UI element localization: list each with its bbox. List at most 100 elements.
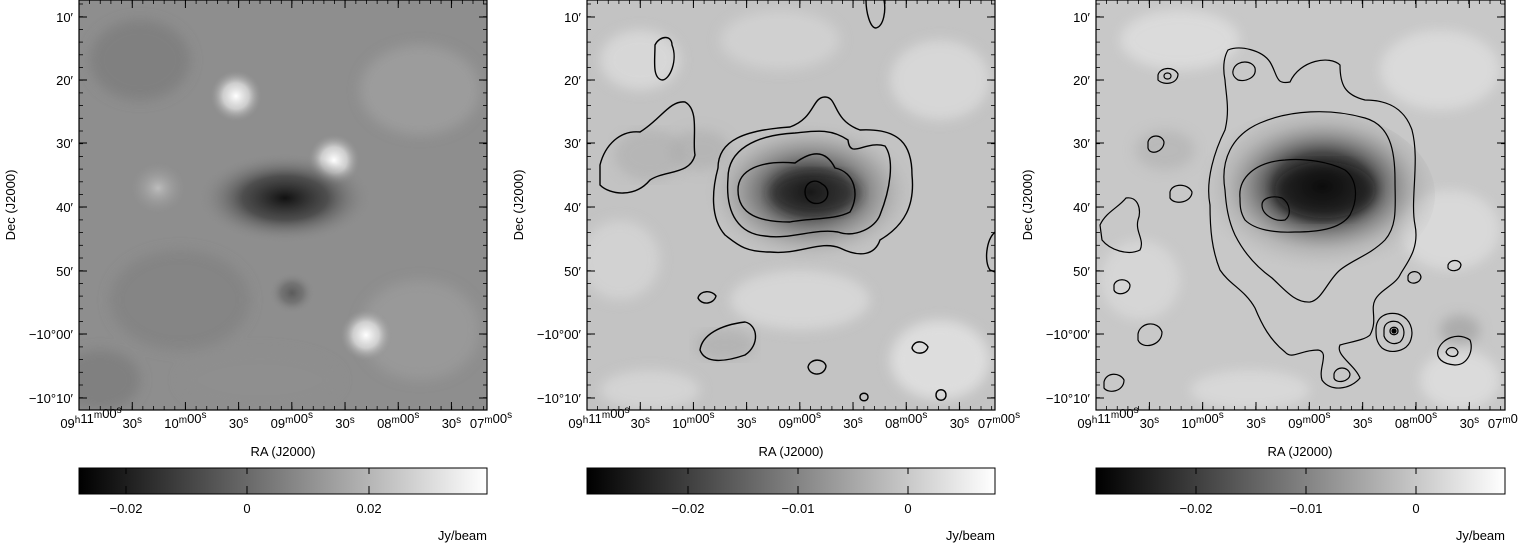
ra-tick-label: 09h11m00s <box>568 405 629 431</box>
panel-a-dec-ticks: 10′ 20′ 30′ 40′ 50′ −10°00′ −10°10′ <box>29 3 487 406</box>
panel-c-dec-ticks: 10′ 20′ 30′ 40′ 50′ −10°00′ −10°10′ <box>1046 3 1505 406</box>
dec-tick-label: −10°00′ <box>537 327 582 342</box>
ra-tick-label: 08m00s <box>1395 410 1437 431</box>
sz-core-c <box>1275 162 1375 218</box>
sz-core-b <box>770 171 860 215</box>
colorbar-tick-label: 0 <box>904 501 911 516</box>
contour-c-src9-in <box>1445 346 1459 358</box>
contour-c-src10 <box>1333 367 1351 383</box>
panel-b-frame <box>586 0 996 411</box>
ra-tick-label: 30s <box>950 415 969 431</box>
ra-tick-label: 30s <box>1460 415 1479 431</box>
ra-tick-label: 30s <box>442 415 461 431</box>
contour-c-src3 <box>1169 184 1193 203</box>
contour-mid-c <box>1223 111 1396 303</box>
ra-tick-label: 07m00s <box>1488 410 1518 431</box>
dec-tick-label: 40′ <box>564 200 581 215</box>
colorbar-tick-label: 0 <box>243 501 250 516</box>
panel-a-colorbar-unit: Jy/beam <box>438 528 487 543</box>
contour-c-src9 <box>1437 335 1472 366</box>
bright-source-3 <box>340 309 392 361</box>
panel-a-image <box>79 0 487 410</box>
dec-tick-label: 20′ <box>564 73 581 88</box>
panel-b-colorbar-unit: Jy/beam <box>946 528 995 543</box>
ra-tick-label: 30s <box>1353 415 1372 431</box>
dec-tick-label: 50′ <box>1073 264 1090 279</box>
contour-c-src4 <box>1113 279 1131 295</box>
dec-tick-label: 10′ <box>56 10 73 25</box>
contour-c-src1-in <box>1163 72 1172 80</box>
panel-a-dec-axis-label: Dec (J2000) <box>3 170 18 241</box>
bright-source-1 <box>210 70 262 122</box>
dec-tick-label: 50′ <box>56 264 73 279</box>
dec-tick-label: −10°00′ <box>1046 327 1091 342</box>
ra-tick-label: 30s <box>737 415 756 431</box>
contour-c-ps-mid <box>1383 320 1405 345</box>
ra-tick-label: 09m00s <box>271 410 313 431</box>
dec-tick-label: 30′ <box>564 136 581 151</box>
panel-b-contours <box>599 0 995 402</box>
ra-tick-label: 09h11m00s <box>1077 405 1138 431</box>
dark-decrement-a <box>200 154 370 242</box>
ra-tick-label: 07m00s <box>978 410 1020 431</box>
ra-tick-label: 10m00s <box>672 410 714 431</box>
ra-tick-label: 30s <box>843 415 862 431</box>
panel-b: 10′20′30′40′50′−10°00′−10°10′ 09h11m00s3… <box>511 0 1020 543</box>
panel-b-dec-axis-label: Dec (J2000) <box>511 170 526 241</box>
contour-b-topright <box>865 0 886 29</box>
panel-c-colorbar-ticks: −0.02 −0.01 0 <box>1180 468 1420 516</box>
contour-core-b <box>804 180 829 205</box>
ra-tick-label: 09h11m00s <box>60 405 121 431</box>
panel-a: 10′20′30′40′50′−10°00′−10°10′ 09h11m00s3… <box>3 0 512 543</box>
panel-a-colorbar-ticks: −0.02 0 0.02 <box>110 468 382 516</box>
contour-b-small4 <box>935 389 947 401</box>
dec-tick-label: 40′ <box>56 200 73 215</box>
colorbar-tick-label: 0 <box>1412 501 1419 516</box>
dec-tick-label: 40′ <box>1073 200 1090 215</box>
ra-tick-label: 30s <box>229 415 248 431</box>
contour-b-small1 <box>697 291 717 304</box>
contour-c-left <box>1099 197 1142 253</box>
contour-b-small3 <box>911 341 929 354</box>
panel-c-ra-axis-label: RA (J2000) <box>1267 444 1332 459</box>
ra-tick-label: 09m00s <box>779 410 821 431</box>
contour-outer-b <box>712 96 914 255</box>
panel-a-frame <box>78 0 488 411</box>
contour-inner-c <box>1239 158 1356 233</box>
dec-tick-label: −10°10′ <box>1046 391 1091 406</box>
panel-c-colorbar-unit: Jy/beam <box>1456 528 1505 543</box>
ra-tick-label: 09m00s <box>1288 410 1330 431</box>
ra-tick-label: 30s <box>123 415 142 431</box>
dec-tick-label: −10°10′ <box>537 391 582 406</box>
contour-c-ps-inner <box>1389 326 1399 336</box>
panel-b-colorbar <box>586 467 996 495</box>
contour-b-top <box>653 36 675 81</box>
dec-tick-label: −10°00′ <box>29 327 74 342</box>
colorbar-tick-label: −0.02 <box>672 501 705 516</box>
contour-c-src2 <box>1147 135 1165 153</box>
contour-c-src8 <box>1447 259 1462 272</box>
contour-c-src6 <box>1103 373 1125 392</box>
soft-source-1 <box>130 162 186 214</box>
dec-tick-label: 20′ <box>56 73 73 88</box>
colorbar-tick-label: −0.02 <box>110 501 143 516</box>
ra-tick-label: 07m00s <box>470 410 512 431</box>
panel-a-ra-axis-label: RA (J2000) <box>250 444 315 459</box>
ra-tick-label: 10m00s <box>164 410 206 431</box>
contour-b-left <box>599 101 696 194</box>
dec-tick-label: 10′ <box>1073 10 1090 25</box>
panel-b-dec-ticks: 10′ 20′ 30′ 40′ 50′ −10°00′ −10°10′ <box>537 3 995 406</box>
panel-b-image <box>587 0 995 410</box>
dec-tick-label: 50′ <box>564 264 581 279</box>
dark-spot-a <box>270 273 314 313</box>
dec-tick-label: 30′ <box>56 136 73 151</box>
colorbar-tick-label: −0.01 <box>1290 501 1323 516</box>
panel-b-colorbar-ticks: −0.02 −0.01 0 <box>672 468 912 516</box>
panel-c-image <box>1096 0 1505 410</box>
contour-b-small5 <box>859 392 869 402</box>
contour-b-right <box>985 231 995 273</box>
panel-c-contours <box>1099 47 1472 392</box>
